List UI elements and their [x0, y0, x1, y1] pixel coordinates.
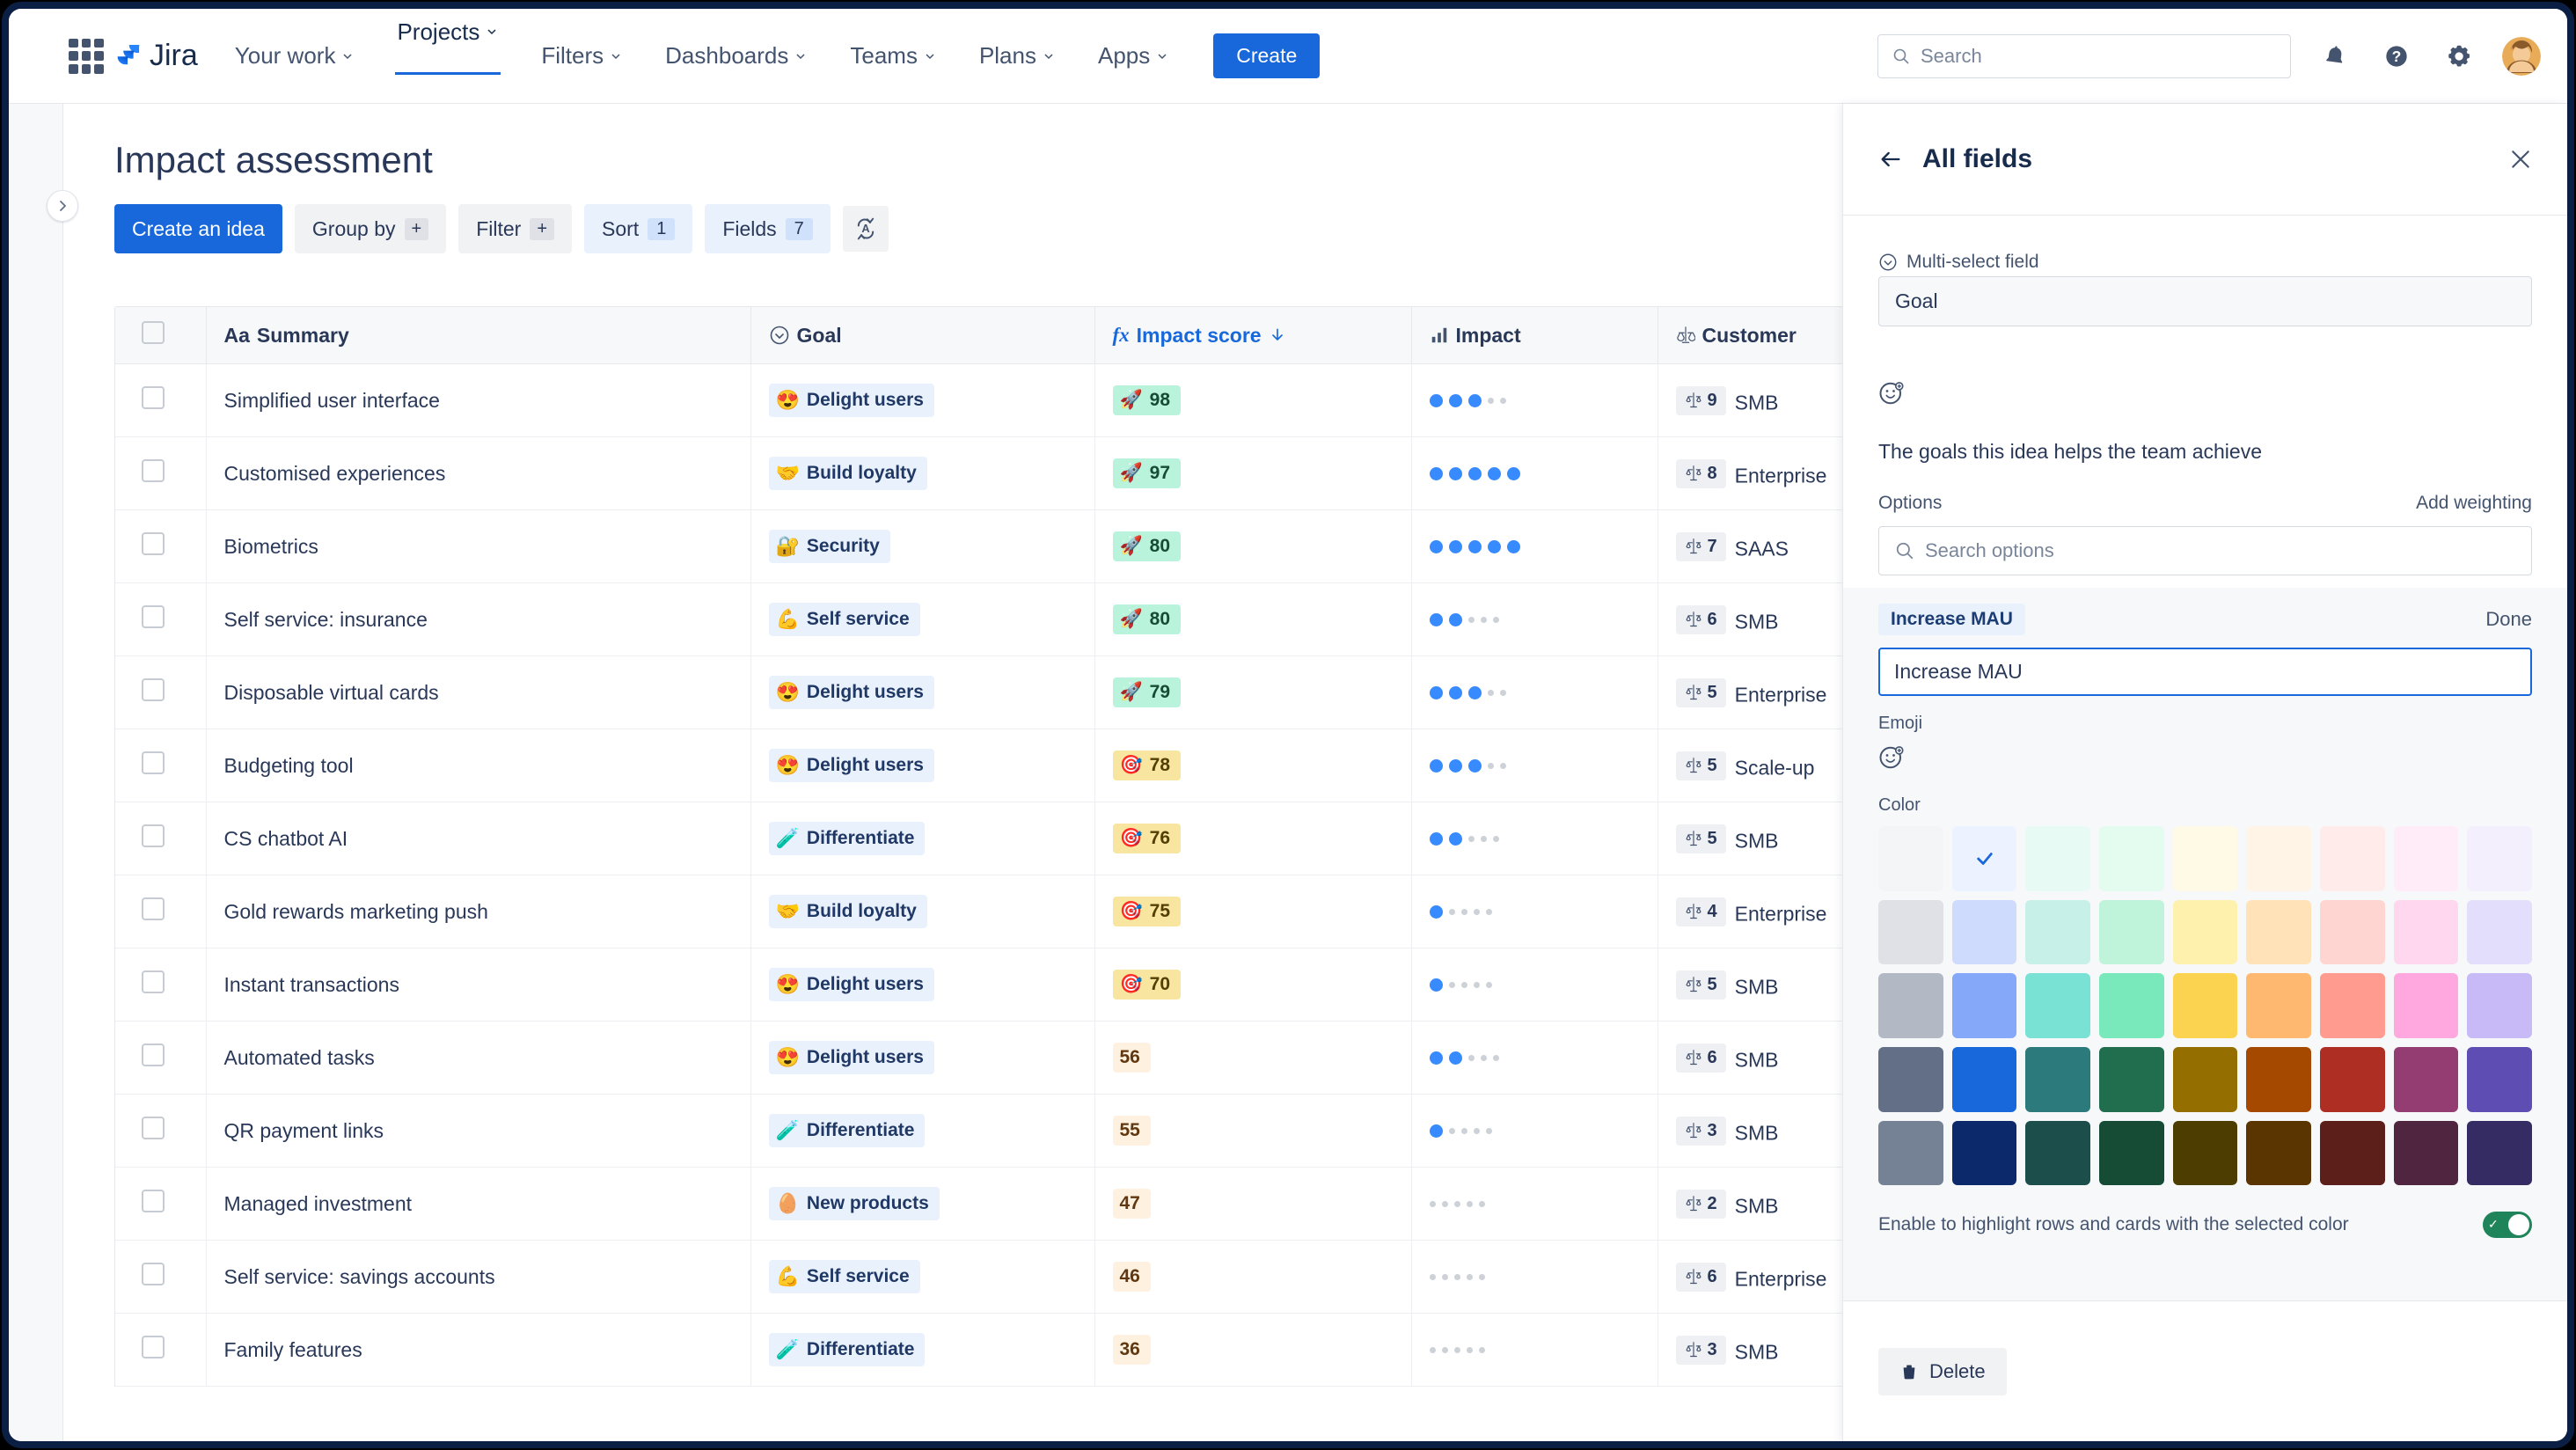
svg-text:A: A: [861, 222, 869, 235]
svg-text:?: ?: [2392, 48, 2402, 65]
